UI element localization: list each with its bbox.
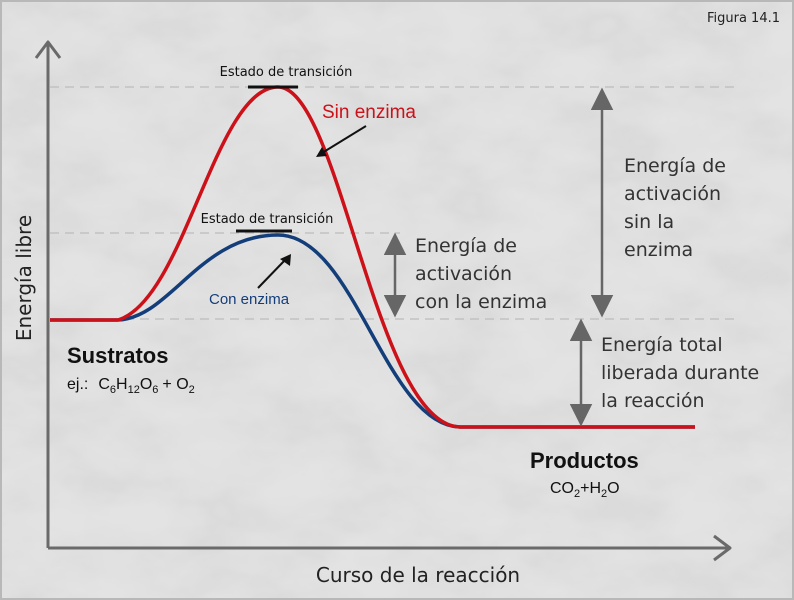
transition-state-label-top: Estado de transición bbox=[220, 65, 353, 80]
label-with-enzyme: Con enzima bbox=[209, 291, 290, 308]
annotation-line: con la enzima bbox=[415, 291, 547, 313]
annotation-line: enzima bbox=[624, 239, 693, 261]
curve-without-enzyme bbox=[50, 85, 695, 429]
transition-state-label-bottom: Estado de transición bbox=[201, 212, 334, 227]
annotation-line: activación bbox=[624, 183, 721, 205]
figure-label: Figura 14.1 bbox=[707, 11, 780, 26]
x-axis bbox=[48, 534, 732, 562]
annotation-line: Energía de bbox=[415, 235, 517, 257]
annotation-line: sin la bbox=[624, 211, 674, 233]
pointer-without-enzyme-shaft bbox=[321, 125, 367, 154]
curve-with-enzyme bbox=[50, 233, 695, 429]
y-axis-label: Energía libre bbox=[12, 215, 36, 341]
products-title: Productos bbox=[530, 448, 639, 473]
products-formula: CO2+H2O bbox=[550, 480, 620, 500]
annotation-activation-without-enzyme: Energía de activación sin la enzima bbox=[624, 155, 726, 261]
annotation-line: liberada durante bbox=[601, 362, 759, 384]
annotation-activation-with-enzyme: Energía de activación con la enzima bbox=[415, 235, 547, 313]
pointer-without-enzyme-head bbox=[316, 147, 327, 157]
annotation-total-energy: Energía total liberada durante la reacci… bbox=[601, 334, 759, 412]
pointer-with-enzyme-shaft bbox=[257, 258, 287, 289]
annotation-line: la reacción bbox=[601, 390, 705, 412]
pointer-with-enzyme-head bbox=[280, 254, 291, 266]
annotation-line: Energía total bbox=[601, 334, 723, 356]
substrates-formula: ej.: C6H12O6 + O2 bbox=[67, 376, 195, 396]
annotation-line: Energía de bbox=[624, 155, 726, 177]
annotation-line: activación bbox=[415, 263, 512, 285]
y-axis bbox=[34, 40, 62, 548]
substrates-title: Sustratos bbox=[67, 343, 168, 368]
x-axis-label: Curso de la reacción bbox=[316, 563, 520, 587]
label-without-enzyme: Sin enzima bbox=[322, 102, 416, 123]
